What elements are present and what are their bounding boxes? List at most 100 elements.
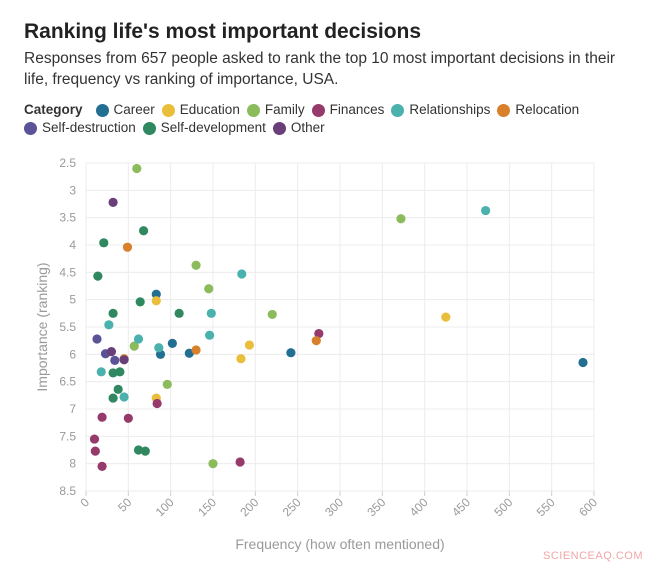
legend-item-finances[interactable]: Finances bbox=[311, 101, 384, 119]
legend-item-relationships[interactable]: Relationships bbox=[391, 101, 490, 119]
y-tick-label: 2.5 bbox=[59, 156, 76, 170]
data-point-other[interactable] bbox=[119, 355, 129, 365]
y-tick-label: 8 bbox=[69, 457, 76, 471]
data-point-relationships[interactable] bbox=[119, 392, 129, 402]
data-point-self-development[interactable] bbox=[108, 308, 118, 318]
x-axis: 0 50 100 150 200 250 300 350 400 450 500 550 600 bbox=[77, 491, 600, 519]
data-point-self-development[interactable] bbox=[113, 384, 123, 394]
data-points bbox=[89, 163, 588, 471]
data-point-finances[interactable] bbox=[89, 434, 100, 444]
legend-item-other[interactable]: Other bbox=[272, 119, 325, 137]
legend-label: Career bbox=[113, 102, 155, 117]
legend-item-education[interactable]: Education bbox=[161, 101, 240, 119]
legend-swatch bbox=[24, 121, 37, 135]
x-tick-label: 0 bbox=[77, 495, 92, 510]
data-point-finances[interactable] bbox=[97, 412, 107, 422]
legend-swatch bbox=[311, 103, 325, 117]
watermark: SCIENCEAQ.COM bbox=[542, 550, 643, 562]
data-point-relationships[interactable] bbox=[154, 343, 164, 353]
data-point-self-development[interactable] bbox=[133, 445, 144, 455]
data-point-self-development[interactable] bbox=[138, 226, 149, 236]
legend-label: Other bbox=[290, 120, 325, 135]
data-point-education[interactable] bbox=[244, 340, 255, 350]
x-tick-label: 400 bbox=[407, 495, 431, 519]
x-tick-label: 450 bbox=[449, 495, 473, 519]
data-point-career[interactable] bbox=[578, 357, 588, 368]
data-point-self-development[interactable] bbox=[93, 271, 103, 281]
y-tick-label: 4.5 bbox=[59, 265, 76, 279]
data-point-self-destruction[interactable] bbox=[92, 334, 102, 344]
data-point-relationships[interactable] bbox=[237, 269, 247, 279]
data-point-finances[interactable] bbox=[90, 446, 100, 456]
data-point-career[interactable] bbox=[286, 348, 296, 358]
data-point-self-development[interactable] bbox=[115, 367, 125, 377]
data-point-family[interactable] bbox=[129, 341, 139, 351]
data-point-education[interactable] bbox=[441, 312, 451, 322]
data-point-career[interactable] bbox=[151, 289, 161, 299]
x-tick-label: 550 bbox=[534, 495, 558, 519]
data-point-family[interactable] bbox=[208, 459, 218, 469]
legend-item-self-development[interactable]: Self-development bbox=[142, 119, 266, 137]
legend-item-self-destruction[interactable]: Self-destruction bbox=[24, 119, 136, 137]
data-point-self-development[interactable] bbox=[140, 446, 150, 456]
data-point-relationships[interactable] bbox=[206, 308, 216, 318]
y-tick-label: 3 bbox=[69, 183, 76, 197]
data-point-relocation[interactable] bbox=[311, 336, 321, 346]
data-point-family[interactable] bbox=[396, 214, 406, 224]
y-tick-label: 6 bbox=[69, 347, 76, 361]
data-point-family[interactable] bbox=[162, 379, 172, 389]
data-point-finances[interactable] bbox=[314, 328, 324, 339]
grid-lines bbox=[85, 162, 595, 492]
y-tick-label: 3.5 bbox=[59, 211, 76, 225]
data-point-education[interactable] bbox=[151, 296, 161, 306]
data-point-self-development[interactable] bbox=[135, 297, 145, 307]
data-point-family[interactable] bbox=[204, 284, 214, 294]
data-point-family[interactable] bbox=[191, 260, 201, 270]
data-point-family[interactable] bbox=[132, 163, 142, 174]
data-point-self-development[interactable] bbox=[108, 393, 118, 403]
data-point-relationships[interactable] bbox=[104, 320, 114, 330]
y-axis: 2.5 3 3.5 4 4.5 5 5.5 6 6.5 7 7.5 8 8.5 bbox=[59, 156, 76, 498]
legend: Category Career Education Family Finance… bbox=[24, 101, 644, 137]
y-tick-label: 4 bbox=[69, 238, 76, 252]
data-point-self-destruction[interactable] bbox=[110, 355, 120, 365]
data-point-education[interactable] bbox=[236, 354, 246, 364]
x-axis-label: Frequency (how often mentioned) bbox=[235, 536, 444, 552]
y-tick-label: 7 bbox=[69, 402, 76, 416]
data-point-self-development[interactable] bbox=[174, 308, 184, 318]
data-point-relationships[interactable] bbox=[481, 205, 491, 216]
data-point-relationships[interactable] bbox=[133, 334, 144, 344]
data-point-finances[interactable] bbox=[152, 398, 162, 409]
data-point-finances[interactable] bbox=[235, 457, 245, 467]
legend-label: Relocation bbox=[515, 102, 580, 117]
data-point-self-development[interactable] bbox=[108, 368, 118, 378]
legend-swatch bbox=[391, 103, 405, 117]
data-point-self-development[interactable] bbox=[99, 238, 109, 248]
x-tick-label: 50 bbox=[115, 495, 135, 515]
legend-label: Family bbox=[264, 102, 305, 117]
legend-item-career[interactable]: Career bbox=[95, 101, 155, 119]
data-point-family[interactable] bbox=[267, 309, 277, 320]
data-point-finances[interactable] bbox=[97, 461, 107, 471]
data-point-finances[interactable] bbox=[123, 413, 133, 423]
legend-item-family[interactable]: Family bbox=[246, 101, 305, 119]
legend-label: Relationships bbox=[409, 102, 491, 117]
data-point-other[interactable] bbox=[108, 197, 118, 207]
x-tick-label: 500 bbox=[491, 495, 515, 519]
legend-row-2: Self-destruction Self-development Other bbox=[24, 119, 644, 137]
data-point-relocation[interactable] bbox=[191, 345, 201, 355]
legend-swatch bbox=[161, 103, 175, 117]
data-point-relationships[interactable] bbox=[205, 330, 215, 340]
data-point-relocation[interactable] bbox=[122, 242, 133, 252]
x-tick-label: 250 bbox=[280, 495, 304, 519]
legend-item-relocation[interactable]: Relocation bbox=[497, 101, 579, 119]
data-point-other[interactable] bbox=[106, 347, 116, 357]
legend-label: Self-destruction bbox=[42, 120, 136, 135]
x-tick-label: 600 bbox=[576, 495, 600, 519]
chart-subtitle: Responses from 657 people asked to rank … bbox=[24, 50, 616, 88]
data-point-relationships[interactable] bbox=[96, 367, 106, 377]
data-point-career[interactable] bbox=[167, 338, 177, 348]
legend-swatch bbox=[142, 121, 156, 135]
y-tick-label: 6.5 bbox=[59, 375, 76, 389]
